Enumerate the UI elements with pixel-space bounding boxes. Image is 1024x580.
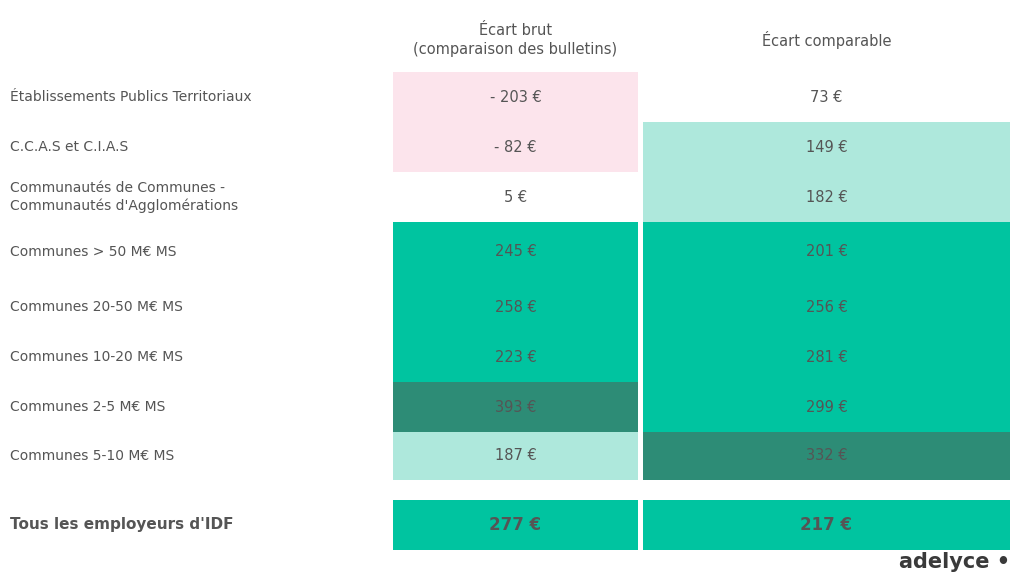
Text: 256 €: 256 €: [806, 299, 848, 314]
Bar: [643, 432, 1010, 480]
Bar: [643, 500, 1010, 550]
Text: adelyce •: adelyce •: [899, 552, 1010, 572]
Text: Communes 20-50 M€ MS: Communes 20-50 M€ MS: [10, 300, 183, 314]
Text: Tous les employeurs d'IDF: Tous les employeurs d'IDF: [10, 517, 233, 532]
Text: 258 €: 258 €: [495, 299, 537, 314]
Text: 277 €: 277 €: [489, 516, 542, 534]
Bar: [643, 332, 1010, 382]
Bar: [643, 72, 1010, 122]
Text: Communes 10-20 M€ MS: Communes 10-20 M€ MS: [10, 350, 183, 364]
Text: 223 €: 223 €: [495, 350, 537, 364]
Text: Communes > 50 M€ MS: Communes > 50 M€ MS: [10, 245, 176, 259]
Text: Communes 2-5 M€ MS: Communes 2-5 M€ MS: [10, 400, 165, 414]
Bar: [393, 172, 638, 222]
Text: 73 €: 73 €: [810, 89, 843, 104]
Text: Écart brut
(comparaison des bulletins): Écart brut (comparaison des bulletins): [414, 23, 617, 57]
Text: - 82 €: - 82 €: [495, 140, 537, 154]
Bar: [393, 382, 638, 432]
Bar: [643, 122, 1010, 172]
Bar: [393, 222, 638, 282]
Text: Communautés de Communes -
Communautés d'Agglomérations: Communautés de Communes - Communautés d'…: [10, 182, 239, 213]
Text: 149 €: 149 €: [806, 140, 847, 154]
Bar: [643, 222, 1010, 282]
Bar: [393, 282, 638, 332]
Text: Écart comparable: Écart comparable: [762, 31, 891, 49]
Text: 187 €: 187 €: [495, 448, 537, 463]
Text: 281 €: 281 €: [806, 350, 848, 364]
Bar: [393, 432, 638, 480]
Bar: [643, 172, 1010, 222]
Text: 299 €: 299 €: [806, 400, 848, 415]
Bar: [393, 332, 638, 382]
Bar: [393, 72, 638, 122]
Bar: [393, 122, 638, 172]
Bar: [643, 282, 1010, 332]
Text: 245 €: 245 €: [495, 245, 537, 259]
Text: 217 €: 217 €: [801, 516, 853, 534]
Text: Communes 5-10 M€ MS: Communes 5-10 M€ MS: [10, 449, 174, 463]
Text: - 203 €: - 203 €: [489, 89, 542, 104]
Text: 393 €: 393 €: [495, 400, 537, 415]
Text: 332 €: 332 €: [806, 448, 847, 463]
Text: C.C.A.S et C.I.A.S: C.C.A.S et C.I.A.S: [10, 140, 128, 154]
Bar: [643, 382, 1010, 432]
Text: 201 €: 201 €: [806, 245, 848, 259]
Text: 5 €: 5 €: [504, 190, 527, 205]
Text: 182 €: 182 €: [806, 190, 848, 205]
Text: Établissements Publics Territoriaux: Établissements Publics Territoriaux: [10, 90, 252, 104]
Bar: [393, 500, 638, 550]
